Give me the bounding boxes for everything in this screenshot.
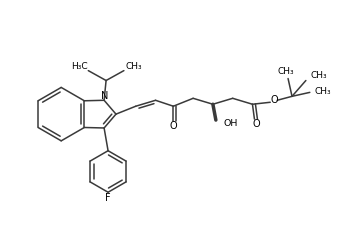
Text: O: O	[170, 121, 177, 131]
Text: F: F	[105, 193, 111, 203]
Text: O: O	[271, 95, 278, 105]
Text: CH₃: CH₃	[125, 62, 142, 71]
Text: CH₃: CH₃	[311, 71, 327, 80]
Text: CH₃: CH₃	[314, 87, 331, 96]
Text: H₃C: H₃C	[71, 62, 88, 71]
Text: O: O	[253, 119, 260, 129]
Text: CH₃: CH₃	[278, 67, 294, 76]
Text: N: N	[101, 91, 109, 101]
Text: OH: OH	[224, 118, 238, 128]
